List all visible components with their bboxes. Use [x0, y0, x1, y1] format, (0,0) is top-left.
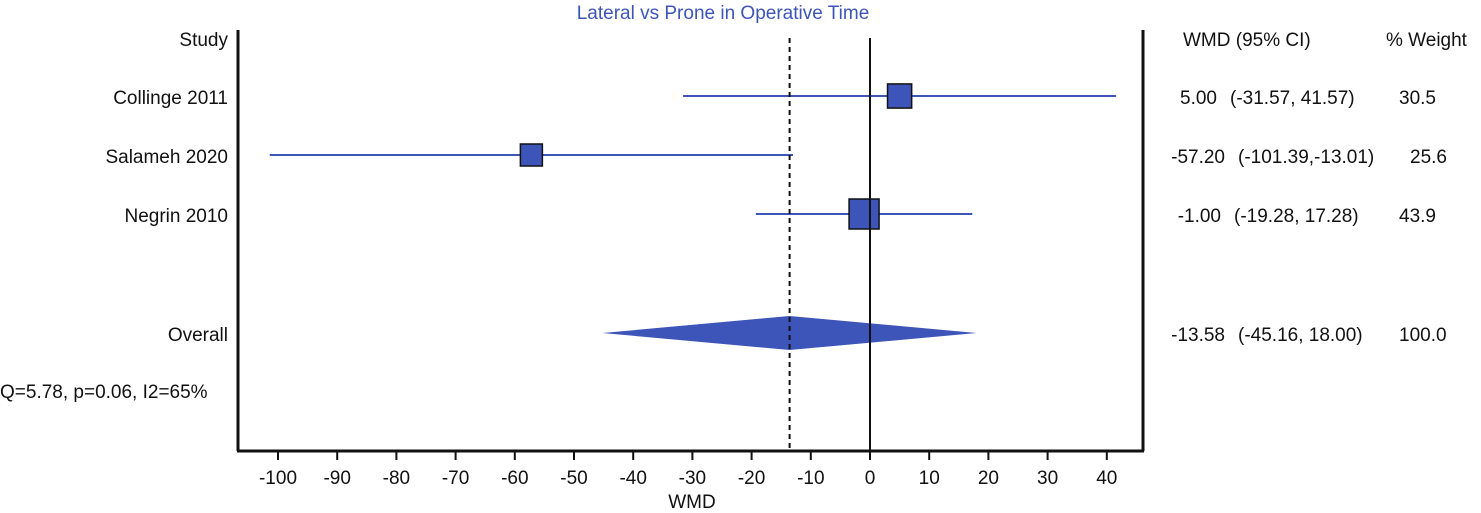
x-tick-label: 30: [1037, 468, 1058, 489]
x-tick-label: -20: [738, 468, 765, 489]
study-row: Negrin 2010 -1.00 (-19.28, 17.28) 43.9: [124, 198, 1436, 230]
x-tick-label: 20: [978, 468, 999, 489]
x-tick-label: -50: [560, 468, 587, 489]
weight-column-header: % Weight: [1386, 30, 1468, 51]
x-tick-label: -60: [501, 468, 528, 489]
overall-label: Overall: [168, 325, 228, 346]
heterogeneity-statistics: Q=5.78, p=0.06, I2=65%: [0, 382, 208, 403]
weight-value: 30.5: [1399, 88, 1436, 109]
weight-value: 100.0: [1399, 325, 1447, 346]
study-name: Salameh 2020: [105, 147, 228, 168]
x-tick-label: -30: [679, 468, 706, 489]
x-tick-label: -70: [442, 468, 469, 489]
confidence-interval-text: (-31.57, 41.57): [1230, 88, 1355, 109]
x-axis-ticks: -100 -90 -80 -70 -60 -50 -40 -30 -20 -10 0 10 20 30 40: [259, 452, 1117, 489]
study-column-header: Study: [179, 30, 228, 51]
x-tick-label: -90: [323, 468, 350, 489]
x-tick-label: -80: [383, 468, 410, 489]
x-tick-label: -40: [619, 468, 646, 489]
effect-value: -1.00: [1178, 206, 1221, 227]
effect-size-marker: [886, 83, 913, 109]
study-row: Salameh 2020 -57.20 (-101.39,-13.01) 25.…: [105, 143, 1447, 168]
effect-value: -13.58: [1171, 325, 1225, 346]
confidence-interval-text: (-45.16, 18.00): [1238, 325, 1363, 346]
x-tick-label: -100: [259, 468, 297, 489]
confidence-interval-text: (-101.39,-13.01): [1238, 147, 1374, 168]
x-tick-label: -10: [797, 468, 824, 489]
effect-size-marker: [848, 198, 880, 230]
x-tick-label: 10: [919, 468, 940, 489]
weight-value: 43.9: [1399, 206, 1436, 227]
effect-value: 5.00: [1180, 88, 1217, 109]
weight-value: 25.6: [1410, 147, 1447, 168]
x-tick-label: 40: [1096, 468, 1117, 489]
study-name: Negrin 2010: [124, 206, 228, 227]
confidence-interval-text: (-19.28, 17.28): [1234, 206, 1359, 227]
effect-column-header: WMD (95% CI): [1183, 30, 1311, 51]
chart-title: Lateral vs Prone in Operative Time: [577, 3, 870, 24]
pooled-effect-diamond: [602, 316, 977, 350]
x-axis-label: WMD: [668, 492, 715, 513]
effect-size-marker: [519, 143, 544, 167]
study-row: Collinge 2011 5.00 (-31.57, 41.57) 30.5: [113, 83, 1436, 109]
x-tick-label: 0: [865, 468, 876, 489]
effect-value: -57.20: [1171, 147, 1225, 168]
overall-row: Overall -13.58 (-45.16, 18.00) 100.0: [168, 316, 1447, 350]
study-name: Collinge 2011: [113, 88, 228, 109]
